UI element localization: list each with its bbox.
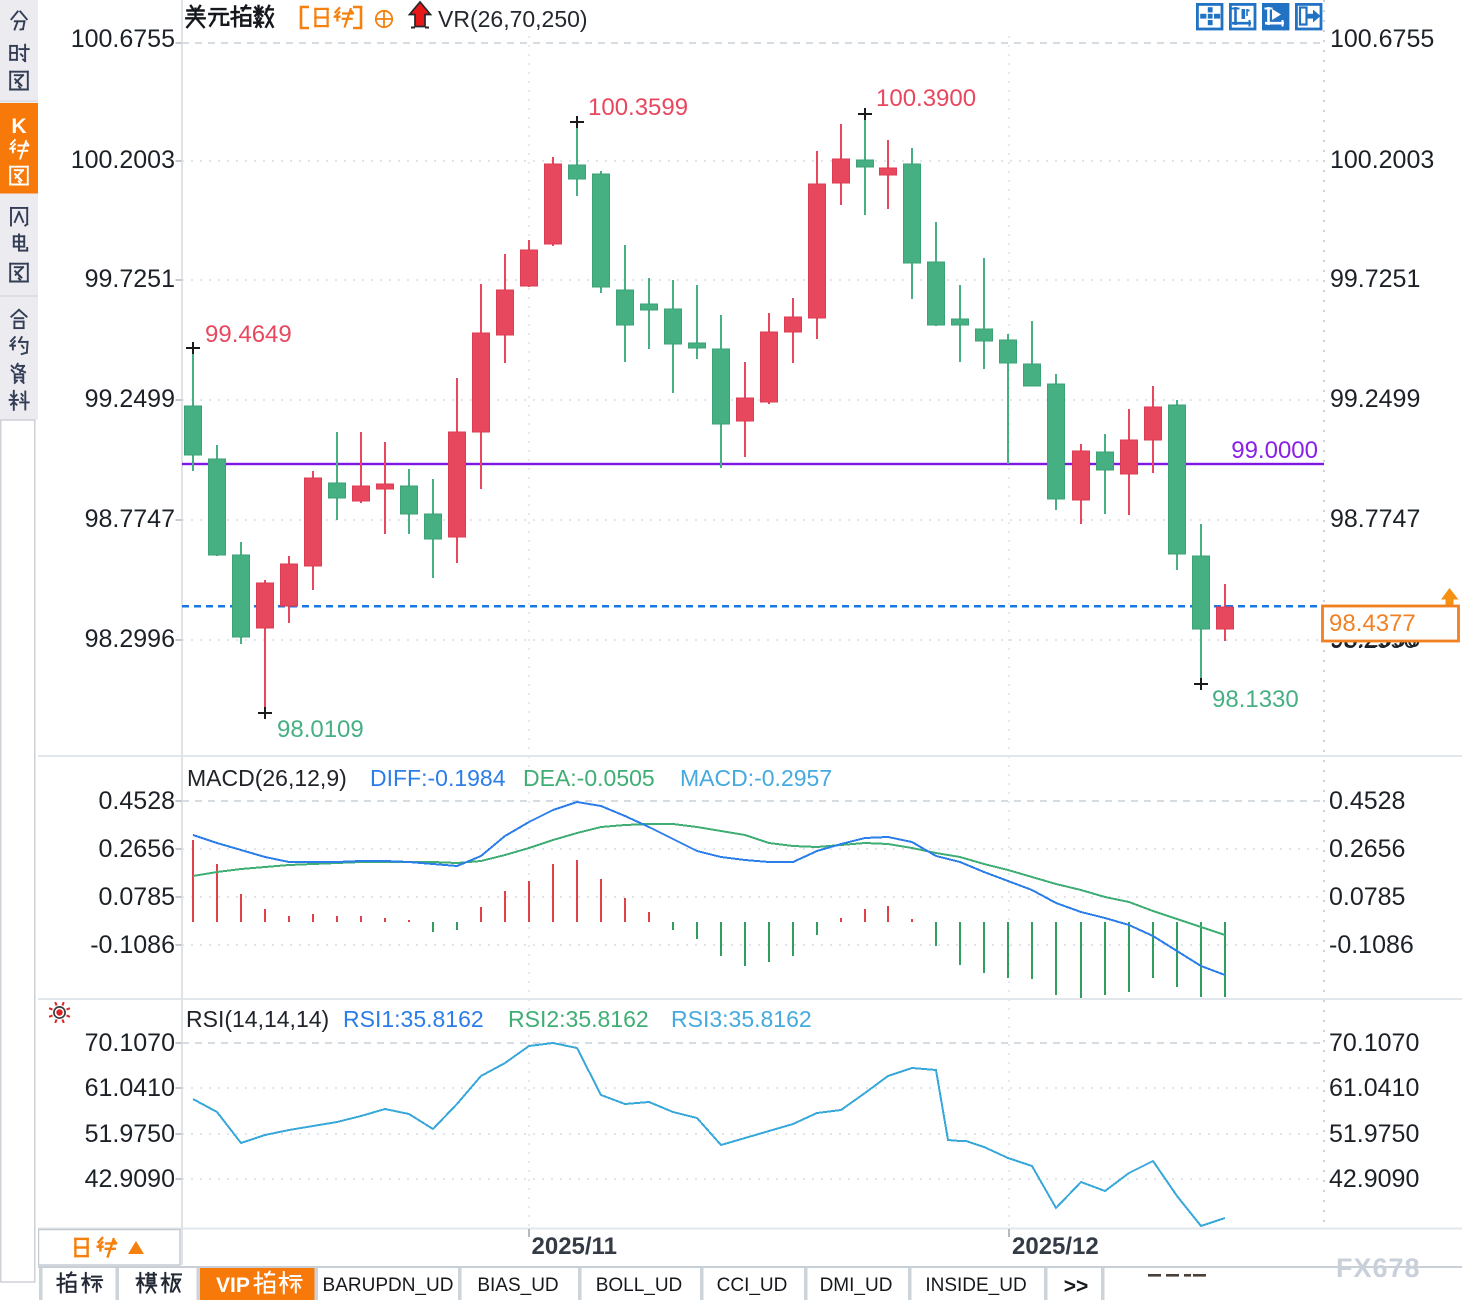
svg-text:42.9090: 42.9090: [85, 1165, 175, 1193]
svg-text:BARUPDN_UD: BARUPDN_UD: [323, 1275, 454, 1296]
svg-text:BIAS_UD: BIAS_UD: [477, 1275, 558, 1296]
svg-text:DEA:-0.0505: DEA:-0.0505: [523, 765, 655, 791]
svg-text:-0.1086: -0.1086: [1329, 931, 1414, 959]
svg-text:98.7747: 98.7747: [1330, 505, 1420, 533]
svg-text:61.0410: 61.0410: [1329, 1074, 1419, 1102]
svg-text:70.1070: 70.1070: [85, 1029, 175, 1057]
svg-text:99.2499: 99.2499: [1330, 385, 1420, 413]
svg-text:FX678: FX678: [1336, 1253, 1421, 1283]
svg-text:98.0109: 98.0109: [277, 716, 364, 743]
svg-text:DIFF:-0.1984: DIFF:-0.1984: [370, 765, 506, 791]
svg-text:MACD:-0.2957: MACD:-0.2957: [680, 765, 832, 791]
svg-text:0.2656: 0.2656: [99, 835, 175, 863]
svg-text:INSIDE_UD: INSIDE_UD: [925, 1275, 1026, 1296]
svg-text:VR(26,70,250): VR(26,70,250): [438, 6, 588, 32]
svg-text:100.3599: 100.3599: [588, 94, 688, 121]
svg-text:100.3900: 100.3900: [876, 85, 976, 112]
svg-text:51.9750: 51.9750: [1329, 1120, 1419, 1148]
svg-text:VIP: VIP: [216, 1274, 250, 1297]
svg-text:42.9090: 42.9090: [1329, 1165, 1419, 1193]
svg-text:99.7251: 99.7251: [85, 265, 175, 293]
svg-text:61.0410: 61.0410: [85, 1074, 175, 1102]
svg-text:-0.1086: -0.1086: [90, 931, 175, 959]
svg-text:RSI3:35.8162: RSI3:35.8162: [671, 1006, 812, 1032]
svg-text:98.7747: 98.7747: [85, 505, 175, 533]
svg-text:98.2996: 98.2996: [85, 625, 175, 653]
svg-text:100.6755: 100.6755: [71, 25, 175, 53]
svg-text:CCI_UD: CCI_UD: [717, 1275, 788, 1296]
svg-text:99.2499: 99.2499: [85, 385, 175, 413]
svg-text:100.2003: 100.2003: [1330, 146, 1434, 174]
svg-text:0.0785: 0.0785: [99, 883, 175, 911]
svg-text:RSI1:35.8162: RSI1:35.8162: [343, 1006, 484, 1032]
svg-text:MACD(26,12,9): MACD(26,12,9): [187, 765, 347, 791]
svg-text:98.4377: 98.4377: [1329, 610, 1416, 637]
svg-text:2025/12: 2025/12: [1012, 1233, 1099, 1260]
svg-text:100.6755: 100.6755: [1330, 25, 1434, 53]
svg-text:2025/11: 2025/11: [532, 1233, 617, 1260]
svg-text:K: K: [11, 115, 26, 138]
svg-text:RSI2:35.8162: RSI2:35.8162: [508, 1006, 649, 1032]
svg-text:0.4528: 0.4528: [99, 787, 175, 815]
svg-text:99.0000: 99.0000: [1231, 437, 1318, 464]
svg-text:DMI_UD: DMI_UD: [820, 1275, 893, 1296]
svg-text:99.4649: 99.4649: [205, 321, 292, 348]
svg-text:0.2656: 0.2656: [1329, 835, 1405, 863]
svg-text:RSI(14,14,14): RSI(14,14,14): [186, 1006, 329, 1032]
svg-text:BOLL_UD: BOLL_UD: [596, 1275, 683, 1296]
svg-text:0.0785: 0.0785: [1329, 883, 1405, 911]
svg-text:100.2003: 100.2003: [71, 146, 175, 174]
svg-text:70.1070: 70.1070: [1329, 1029, 1419, 1057]
svg-text:51.9750: 51.9750: [85, 1120, 175, 1148]
svg-text:>>: >>: [1064, 1275, 1089, 1298]
svg-text:99.7251: 99.7251: [1330, 265, 1420, 293]
svg-text:98.1330: 98.1330: [1212, 686, 1299, 713]
svg-text:0.4528: 0.4528: [1329, 787, 1405, 815]
